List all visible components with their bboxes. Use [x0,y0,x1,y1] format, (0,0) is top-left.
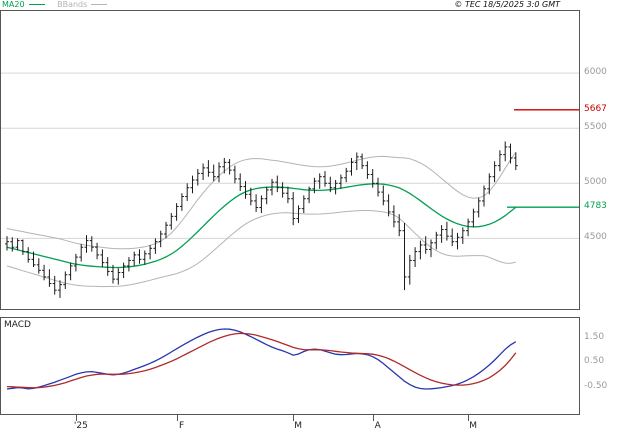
macd-chart [0,317,580,415]
x-axis-tick [468,415,470,421]
legend-item-bbands: BBands [57,0,108,9]
x-axis-tick [75,415,77,421]
bbands-legend-label: BBands [57,0,88,9]
x-axis-tick [176,415,178,421]
y-axis-label-5500: 5500 [584,122,607,132]
ma20-legend-label: MA20 [2,0,25,9]
x-axis-tick [372,415,374,421]
x-axis-tick [293,415,295,421]
y-axis-label-4500: 4500 [584,232,607,242]
y-axis-label-6000: 6000 [584,67,607,77]
macd-axis-label-150: 1.50 [584,332,605,342]
y-axis-label-5000: 5000 [584,177,607,187]
macd-axis-label-neg050: -0.50 [584,381,608,391]
legend-item-ma20: MA20 [2,0,45,9]
bbands-line-swatch [91,4,108,5]
x-axis-label-jan: '25 [73,421,88,431]
price-chart [0,10,580,310]
ma20-line-swatch [28,4,45,5]
x-axis-label-feb: F [179,421,185,431]
copyright-text: © TEC 18/5/2025 3:0 GMT [454,0,560,9]
chart-header: MA20 BBands © TEC 18/5/2025 3:0 GMT [0,0,627,10]
resistance-level-label: 5667 [584,104,607,114]
legend: MA20 BBands [2,0,117,10]
x-axis-label-apr: A [374,421,381,431]
macd-axis-label-050: 0.50 [584,356,605,366]
macd-title: MACD [4,320,31,330]
x-axis-label-mar: M [294,421,303,431]
support-level-label: 4783 [584,201,607,211]
x-axis-label-may: M [469,421,477,431]
